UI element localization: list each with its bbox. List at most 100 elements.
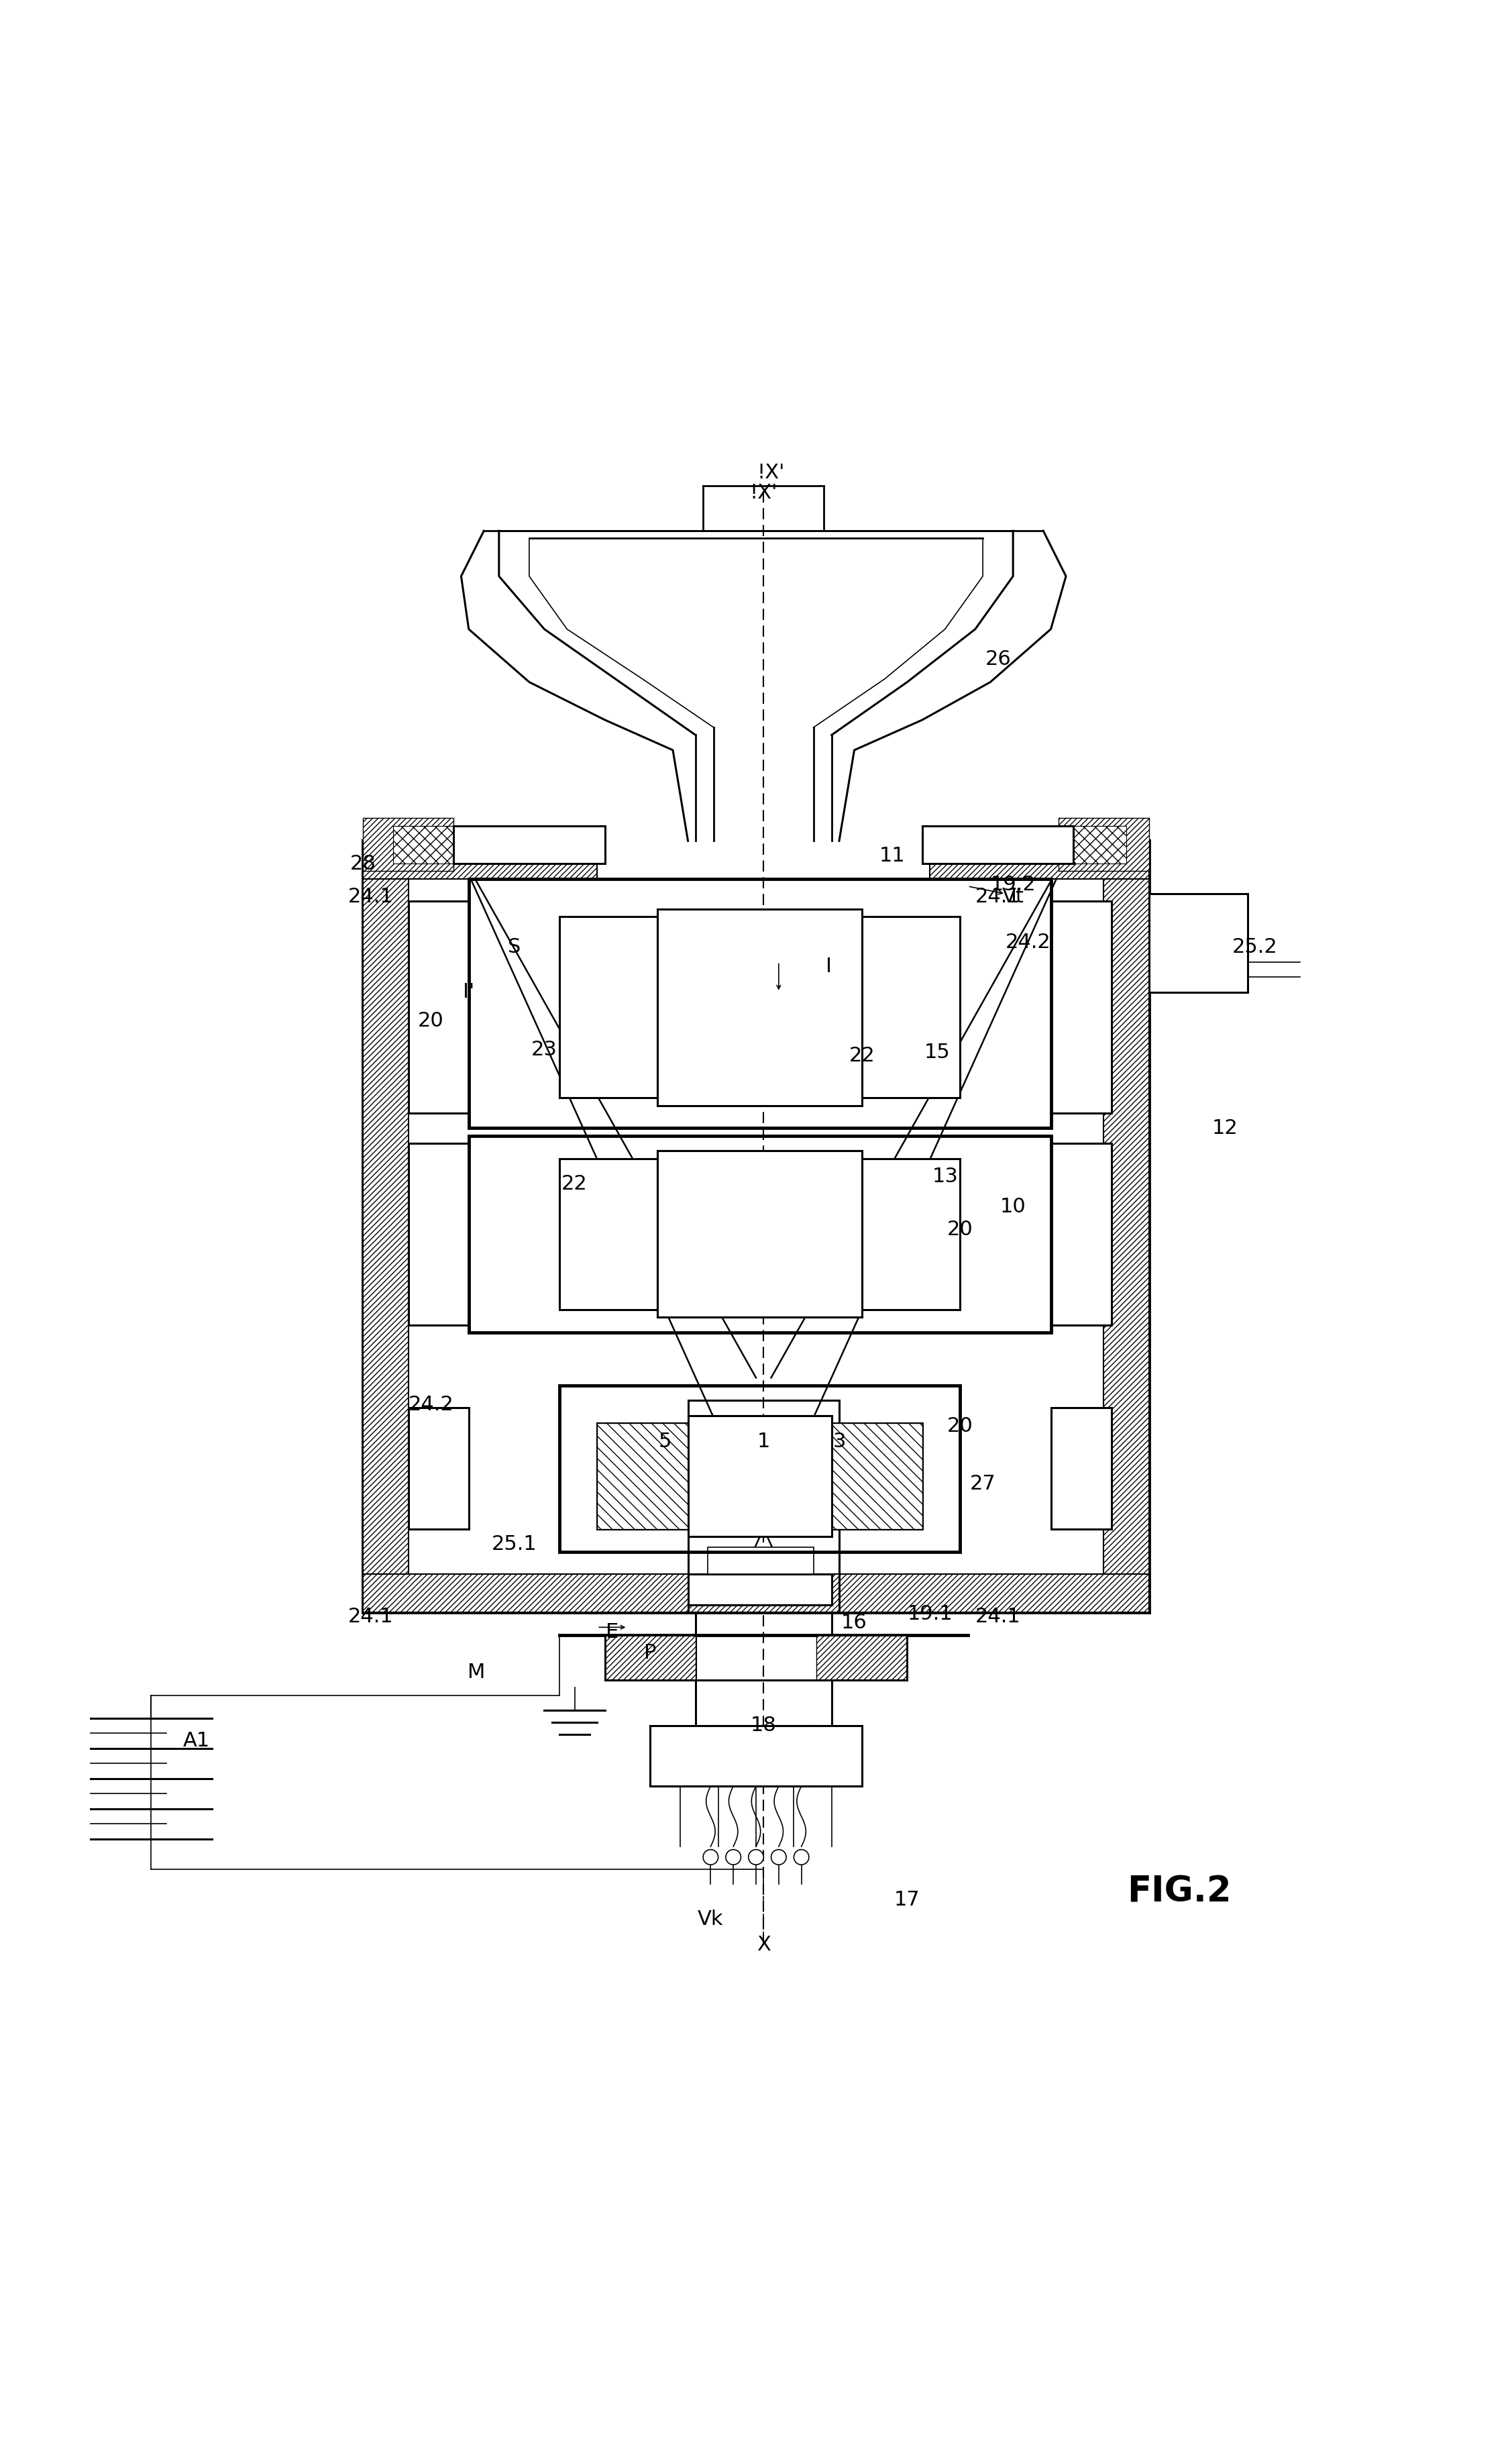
Text: Vt: Vt bbox=[1002, 888, 1024, 908]
Text: 20: 20 bbox=[417, 1011, 445, 1030]
Text: 18: 18 bbox=[750, 1715, 777, 1734]
Bar bbox=[1104, 841, 1149, 1612]
Text: Vk: Vk bbox=[697, 1908, 724, 1928]
Bar bbox=[832, 1423, 922, 1528]
Bar bbox=[469, 1136, 1051, 1332]
Bar bbox=[930, 841, 1149, 878]
Text: X: X bbox=[756, 1935, 771, 1955]
Bar bbox=[408, 1408, 469, 1528]
Text: 25.1: 25.1 bbox=[491, 1536, 537, 1553]
Bar bbox=[862, 1158, 960, 1310]
Bar bbox=[1149, 898, 1232, 989]
Bar bbox=[559, 917, 658, 1099]
Bar bbox=[708, 1472, 813, 1499]
Bar bbox=[469, 878, 1051, 1128]
Circle shape bbox=[794, 1850, 809, 1864]
Text: !X': !X' bbox=[750, 483, 777, 503]
Bar bbox=[408, 900, 469, 1114]
Text: 15: 15 bbox=[924, 1043, 951, 1062]
Text: M: M bbox=[467, 1663, 485, 1683]
Circle shape bbox=[703, 1850, 718, 1864]
Bar bbox=[688, 1401, 839, 1612]
Bar bbox=[559, 1386, 960, 1553]
Bar bbox=[597, 1423, 688, 1528]
Circle shape bbox=[771, 1850, 786, 1864]
Text: 22: 22 bbox=[848, 1045, 875, 1065]
Text: I: I bbox=[826, 957, 832, 976]
Bar bbox=[658, 1150, 862, 1317]
Text: 5: 5 bbox=[659, 1433, 671, 1452]
Bar bbox=[597, 1423, 688, 1528]
Text: 19.1: 19.1 bbox=[907, 1604, 953, 1624]
Bar bbox=[688, 1415, 832, 1536]
Bar bbox=[454, 827, 605, 863]
Bar bbox=[559, 1158, 658, 1310]
Bar bbox=[1149, 893, 1247, 991]
Text: 24.1: 24.1 bbox=[975, 1607, 1021, 1626]
Bar bbox=[605, 1634, 696, 1680]
Text: E: E bbox=[606, 1621, 618, 1641]
Text: 24.1: 24.1 bbox=[348, 888, 393, 908]
Text: 11: 11 bbox=[878, 846, 906, 866]
Bar bbox=[688, 1575, 832, 1604]
Text: 17: 17 bbox=[894, 1889, 921, 1908]
Text: 1: 1 bbox=[758, 1433, 770, 1452]
Bar bbox=[408, 1143, 469, 1325]
Bar bbox=[688, 1575, 832, 1604]
Text: 26: 26 bbox=[984, 650, 1012, 670]
Bar bbox=[832, 1423, 922, 1528]
Text: 16: 16 bbox=[841, 1614, 868, 1631]
Bar bbox=[658, 1150, 718, 1317]
Bar bbox=[816, 1634, 907, 1680]
Bar bbox=[408, 1408, 469, 1528]
Text: 24.2: 24.2 bbox=[1005, 932, 1051, 952]
Bar bbox=[1051, 900, 1111, 1114]
Text: 20: 20 bbox=[947, 1415, 974, 1435]
Bar bbox=[1051, 1408, 1111, 1528]
Text: 22: 22 bbox=[561, 1175, 588, 1195]
Text: 24.1: 24.1 bbox=[975, 888, 1021, 908]
Text: I': I' bbox=[463, 981, 475, 1001]
Bar bbox=[658, 910, 718, 1106]
Text: 20: 20 bbox=[947, 1219, 974, 1239]
Circle shape bbox=[726, 1850, 741, 1864]
Text: 3: 3 bbox=[833, 1433, 845, 1452]
Bar bbox=[945, 827, 1126, 863]
Bar bbox=[862, 917, 960, 1099]
Bar bbox=[708, 1548, 813, 1575]
Bar bbox=[1051, 1143, 1111, 1325]
Bar bbox=[559, 1158, 658, 1310]
Circle shape bbox=[748, 1850, 764, 1864]
Bar bbox=[408, 900, 469, 1114]
Bar bbox=[1051, 900, 1111, 1114]
Bar bbox=[363, 841, 597, 878]
Bar bbox=[708, 1433, 813, 1462]
Bar bbox=[862, 917, 960, 1099]
Bar bbox=[363, 1575, 1149, 1612]
Bar bbox=[1051, 1143, 1111, 1325]
Text: 28: 28 bbox=[349, 854, 376, 873]
Bar bbox=[650, 1724, 862, 1786]
Text: 12: 12 bbox=[1211, 1119, 1238, 1138]
Bar bbox=[922, 827, 1074, 863]
Bar bbox=[658, 1150, 862, 1317]
Bar bbox=[1051, 1408, 1111, 1528]
Bar bbox=[862, 1158, 960, 1310]
Text: 24.1: 24.1 bbox=[348, 1607, 393, 1626]
Bar bbox=[801, 910, 862, 1106]
Text: A1: A1 bbox=[183, 1732, 210, 1751]
Text: 10: 10 bbox=[999, 1197, 1027, 1217]
Bar bbox=[801, 1150, 862, 1317]
Bar bbox=[408, 1143, 469, 1325]
Text: !X': !X' bbox=[758, 464, 785, 483]
Bar bbox=[363, 841, 408, 1612]
Text: 13: 13 bbox=[931, 1168, 959, 1187]
Text: S: S bbox=[508, 937, 520, 957]
Bar bbox=[393, 827, 575, 863]
Text: 27: 27 bbox=[969, 1474, 996, 1494]
Text: 25.2: 25.2 bbox=[1232, 937, 1278, 957]
Bar bbox=[1058, 819, 1149, 871]
Text: P: P bbox=[644, 1644, 656, 1663]
Text: 19.2: 19.2 bbox=[990, 876, 1036, 895]
Bar bbox=[363, 819, 454, 871]
